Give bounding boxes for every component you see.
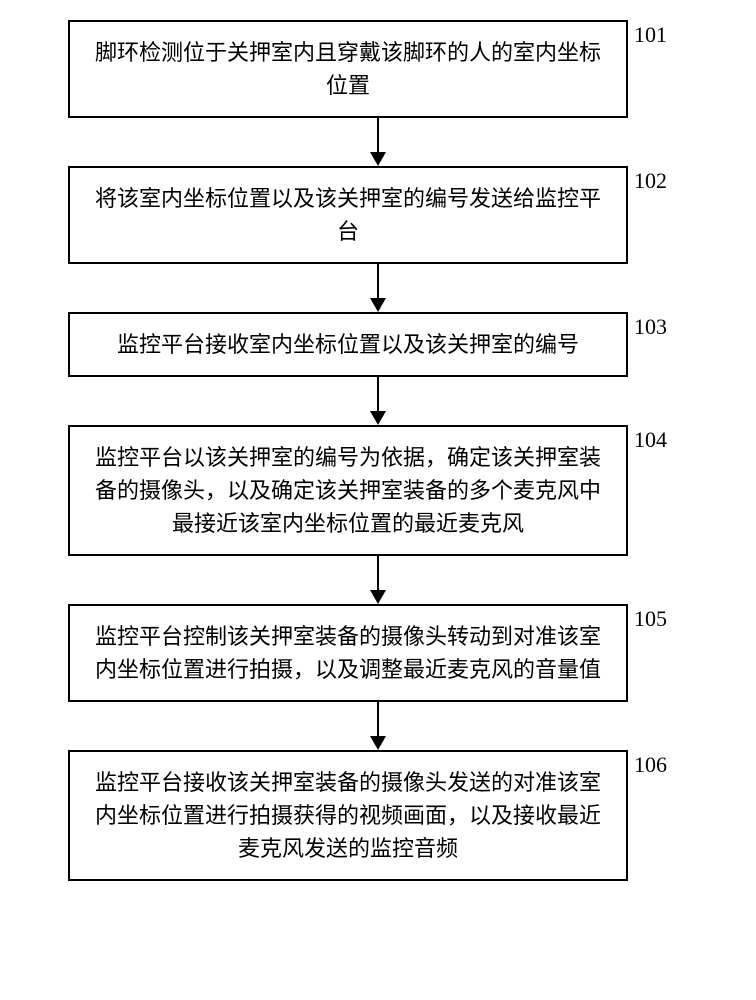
step-text: 监控平台以该关押室的编号为依据，确定该关押室装备的摄像头，以及确定该关押室装备的…	[88, 441, 608, 540]
step-id-label: 101	[628, 20, 688, 118]
step-box-105: 监控平台控制该关押室装备的摄像头转动到对准该室内坐标位置进行拍摄，以及调整最近麦…	[68, 604, 628, 702]
step-text: 监控平台接收室内坐标位置以及该关押室的编号	[117, 328, 579, 361]
step-id-label: 106	[628, 750, 688, 881]
step-box-103: 监控平台接收室内坐标位置以及该关押室的编号	[68, 312, 628, 377]
step-text: 脚环检测位于关押室内且穿戴该脚环的人的室内坐标位置	[88, 36, 608, 102]
arrow-down-icon	[68, 118, 688, 166]
step-text: 将该室内坐标位置以及该关押室的编号发送给监控平台	[88, 182, 608, 248]
step-row: 监控平台以该关押室的编号为依据，确定该关押室装备的摄像头，以及确定该关押室装备的…	[68, 425, 688, 556]
step-text: 监控平台控制该关押室装备的摄像头转动到对准该室内坐标位置进行拍摄，以及调整最近麦…	[88, 620, 608, 686]
arrow-down-icon	[68, 702, 688, 750]
step-row: 脚环检测位于关押室内且穿戴该脚环的人的室内坐标位置 101	[68, 20, 688, 118]
step-id-label: 103	[628, 312, 688, 377]
step-box-102: 将该室内坐标位置以及该关押室的编号发送给监控平台	[68, 166, 628, 264]
step-box-106: 监控平台接收该关押室装备的摄像头发送的对准该室内坐标位置进行拍摄获得的视频画面，…	[68, 750, 628, 881]
flowchart-container: 脚环检测位于关押室内且穿戴该脚环的人的室内坐标位置 101 将该室内坐标位置以及…	[68, 20, 688, 881]
step-row: 将该室内坐标位置以及该关押室的编号发送给监控平台 102	[68, 166, 688, 264]
step-box-101: 脚环检测位于关押室内且穿戴该脚环的人的室内坐标位置	[68, 20, 628, 118]
step-row: 监控平台接收该关押室装备的摄像头发送的对准该室内坐标位置进行拍摄获得的视频画面，…	[68, 750, 688, 881]
arrow-down-icon	[68, 377, 688, 425]
arrow-down-icon	[68, 556, 688, 604]
step-row: 监控平台控制该关押室装备的摄像头转动到对准该室内坐标位置进行拍摄，以及调整最近麦…	[68, 604, 688, 702]
step-id-label: 104	[628, 425, 688, 556]
step-id-label: 105	[628, 604, 688, 702]
arrow-down-icon	[68, 264, 688, 312]
step-id-label: 102	[628, 166, 688, 264]
step-text: 监控平台接收该关押室装备的摄像头发送的对准该室内坐标位置进行拍摄获得的视频画面，…	[88, 766, 608, 865]
step-row: 监控平台接收室内坐标位置以及该关押室的编号 103	[68, 312, 688, 377]
step-box-104: 监控平台以该关押室的编号为依据，确定该关押室装备的摄像头，以及确定该关押室装备的…	[68, 425, 628, 556]
